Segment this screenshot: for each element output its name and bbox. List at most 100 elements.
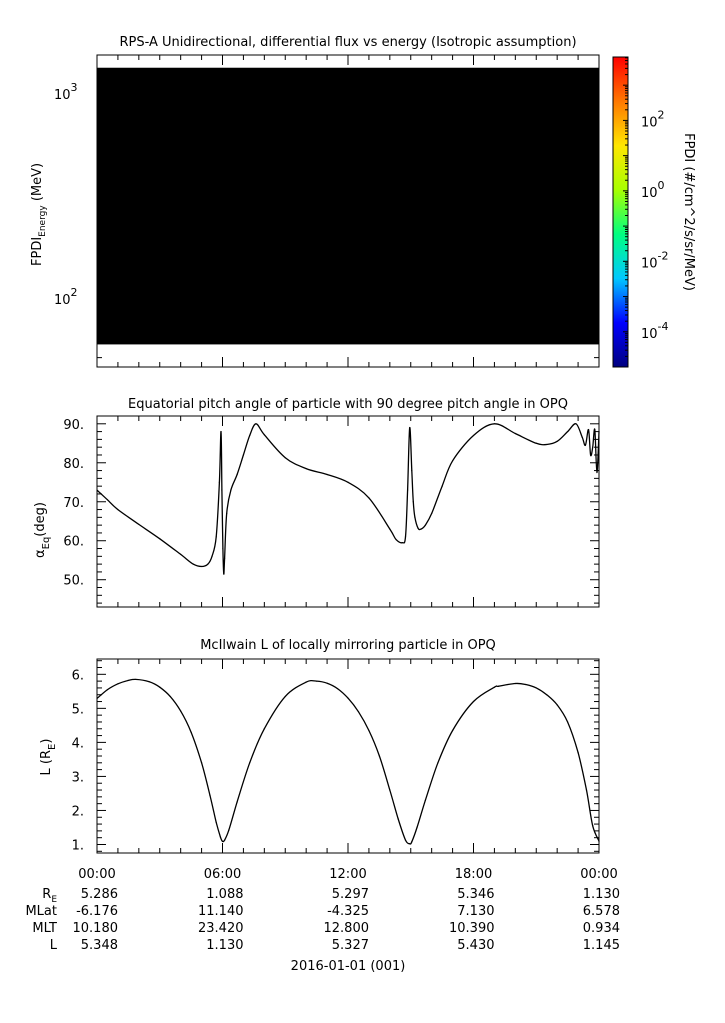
panel3-data-point (347, 697, 349, 699)
panel2-data-point (106, 499, 109, 501)
panel2-data-point (263, 434, 265, 436)
ephem-row-label: L (50, 938, 58, 953)
panel3-data-point (117, 683, 119, 685)
panel2-data-point (567, 430, 569, 433)
panel2-data-point (535, 442, 537, 444)
panel2-data-point (493, 423, 496, 425)
colorbar-tick-exp: -4 (658, 320, 669, 333)
ephem-row-label: MLat (25, 904, 57, 919)
panel3-data-point (200, 762, 203, 764)
panel2-data-point (159, 538, 161, 540)
panel2-y-tick-label: 80. (63, 457, 84, 472)
panel3-data-point (223, 839, 226, 841)
colorbar-tick-exp: -2 (658, 249, 669, 262)
panel3-data-point (148, 681, 150, 683)
panel3-y-tick-label: 1. (72, 838, 84, 853)
ephem-value: 5.346 (457, 887, 494, 902)
colorbar-tick-label: 10-4 (641, 320, 669, 342)
panel2-data-point (284, 457, 286, 459)
panel3-data-point (556, 704, 558, 706)
panel1-y-tick-exp: 2 (71, 286, 78, 299)
panel3-data-point (498, 685, 500, 687)
flux-data-fill (97, 67, 599, 345)
time-tick-label: 00:00 (580, 867, 617, 882)
ephem-value: 12.800 (324, 921, 370, 936)
panel3-y-tick-label: 4. (72, 736, 84, 751)
panel3-data-point (411, 841, 413, 843)
panel2-series-line (96, 423, 600, 575)
panel3-data-point (336, 688, 339, 690)
panel2-data-point (96, 489, 98, 491)
panel2-data-point (368, 497, 370, 499)
panel3-data-point (592, 825, 594, 827)
panel3-y-label-sub: E (47, 744, 58, 750)
ephem-value: 0.934 (583, 921, 620, 936)
colorbar-tick-label: 100 (641, 179, 665, 201)
panel3-data-point (326, 682, 328, 684)
panel2-data-point (546, 443, 548, 446)
panel2-data-point (514, 432, 516, 435)
panel2-data-point (211, 555, 213, 557)
panel2-data-point (404, 536, 407, 538)
panel3-data-point (135, 678, 137, 681)
ephem-value: 7.130 (457, 904, 494, 919)
panel3-data-point (228, 829, 230, 831)
panel3-data-point (546, 694, 548, 696)
panel2-data-point (395, 538, 397, 541)
panel3-data-point (215, 821, 217, 823)
panel3-data-point (585, 789, 588, 791)
panel2-data-point (117, 508, 119, 511)
panel2-data-point (587, 429, 590, 431)
panel3-data-point (236, 801, 238, 803)
panel2-data-point (417, 527, 419, 529)
panel3-data-point (106, 689, 109, 691)
ephem-value: 5.327 (332, 938, 369, 953)
panel2-data-point (472, 434, 475, 437)
panel1-y-label-unit: (MeV) (30, 163, 45, 205)
panel3-data-point (598, 840, 600, 842)
panel2-y-label: αEq(deg) (33, 502, 52, 558)
panel2-data-point (347, 481, 349, 483)
panel3-y-tick-label: 5. (72, 702, 84, 717)
panel2-data-point (180, 553, 182, 555)
panel3-data-point (316, 680, 318, 682)
panel2-data-point (218, 481, 220, 483)
ephem-value: 10.180 (73, 921, 119, 936)
panel3-data-point (567, 721, 569, 723)
panel3-data-point (180, 710, 182, 712)
panel2-data-point (420, 528, 422, 530)
panel2-data-point (207, 563, 209, 565)
panel2-data-point (411, 469, 413, 472)
panel1-y-label: FPDIEnergy (MeV) (30, 163, 48, 266)
ephem-value: 1.088 (206, 887, 243, 902)
panel3-data-point (263, 728, 265, 730)
panel2-data-point (414, 516, 416, 518)
ephem-row-label: MLT (32, 921, 57, 936)
panel2-data-point (236, 473, 238, 476)
panel2-data-point (200, 565, 203, 568)
panel3-data-point (96, 697, 98, 700)
panel2-data-point (575, 423, 577, 425)
panel3-data-point (404, 839, 407, 841)
panel2-y-tick-label: 50. (63, 574, 84, 589)
ephem-value: 1.130 (206, 938, 243, 953)
panel3-data-point (169, 695, 171, 698)
ephem-value: 10.390 (449, 921, 495, 936)
panel2-data-point (305, 468, 307, 470)
panel2-data-point (412, 501, 414, 503)
date-label: 2016-01-01 (001) (291, 959, 406, 974)
panel2-data-point (401, 542, 403, 544)
panel3-data-point (368, 729, 370, 732)
panel2-data-point (255, 423, 257, 425)
panel2-data-point (220, 430, 222, 433)
time-tick-label: 00:00 (78, 867, 115, 882)
colorbar-tick-exp: 2 (658, 108, 665, 121)
ephem-value: 23.420 (198, 921, 244, 936)
panel2-data-point (138, 523, 140, 525)
panel2-y-label-sub: Eq (41, 537, 52, 550)
panel3-data-point (437, 762, 439, 764)
panel2-data-point (389, 528, 391, 530)
ephem-value: 5.348 (81, 938, 118, 953)
panel3-title: McIlwain L of locally mirroring particle… (200, 638, 496, 653)
